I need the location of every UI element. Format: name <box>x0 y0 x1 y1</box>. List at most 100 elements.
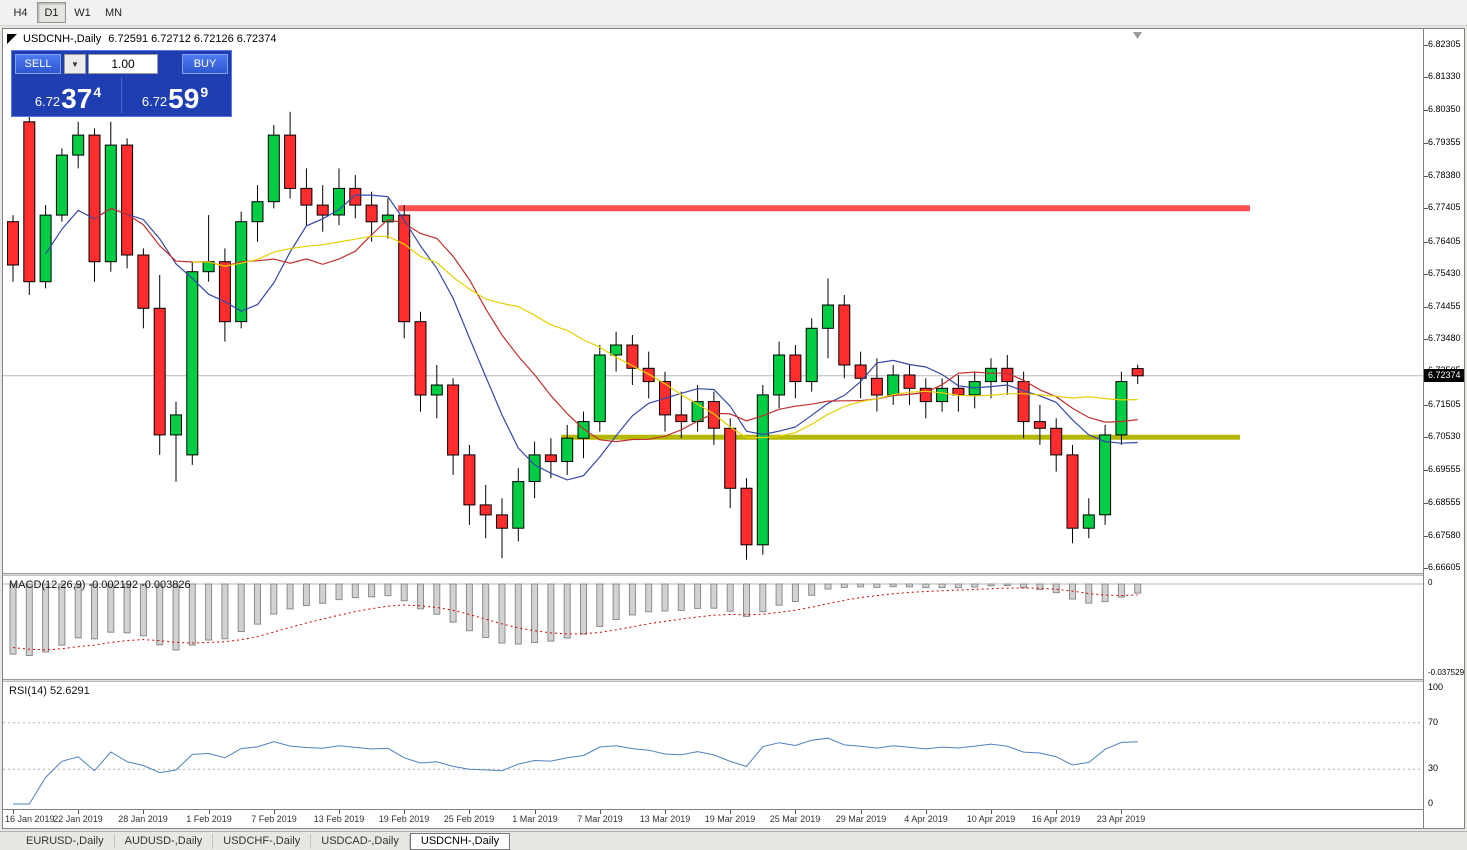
pane-separator[interactable] <box>3 573 1464 576</box>
price-scale-tick <box>1424 176 1428 177</box>
price-scale-label: 6.78380 <box>1428 170 1461 180</box>
chart-ohlc-values: 6.72591 6.72712 6.72126 6.72374 <box>108 33 277 45</box>
date-tick <box>404 810 405 814</box>
timeframe-button-w1[interactable]: W1 <box>74 6 91 19</box>
buy-button[interactable]: BUY <box>182 54 228 74</box>
price-scale-tick <box>1424 437 1428 438</box>
date-tick <box>665 810 666 814</box>
date-label: 23 Apr 2019 <box>1096 814 1146 824</box>
price-scale-label: 6.73480 <box>1428 333 1461 343</box>
rsi-indicator <box>3 682 1423 814</box>
date-label: 19 Mar 2019 <box>704 814 756 824</box>
sell-button[interactable]: SELL <box>15 54 61 74</box>
one-click-trading-panel: SELL ▼ BUY 6.72 37 4 6.72 59 9 <box>11 50 232 117</box>
price-scale[interactable]: 6.72374 6.82305 6.81330 6.80350 6.79355 6.78… <box>1423 29 1464 828</box>
price-scale-label: 6.79355 <box>1428 137 1461 147</box>
date-label: 10 Apr 2019 <box>966 814 1016 824</box>
candlestick-chart[interactable] <box>3 29 1423 578</box>
pane-separator[interactable] <box>3 679 1464 682</box>
price-scale-label: 6.75430 <box>1428 268 1461 278</box>
macd-scale-label: 0 <box>1428 578 1433 587</box>
price-scale-label: 6.76405 <box>1428 236 1461 246</box>
timeframe-button-h4[interactable]: H4 <box>13 6 28 19</box>
date-tick <box>1056 810 1057 814</box>
chart-tab-audusd[interactable]: AUDUSD-,Daily <box>115 833 214 849</box>
macd-label: MACD(12,26,9) -0.002192 -0.003826 <box>9 579 191 591</box>
rsi-label: RSI(14) 52.6291 <box>9 685 90 697</box>
price-scale-tick <box>1424 143 1428 144</box>
timeframe-toolbar: H4 D1 W1 MN <box>0 0 1467 26</box>
price-scale-tick <box>1424 77 1428 78</box>
timeframe-button-d1[interactable]: D1 <box>37 2 66 23</box>
rsi-scale-label: 100 <box>1428 682 1444 692</box>
price-scale-tick <box>1424 405 1428 406</box>
price-scale-label: 6.71505 <box>1428 399 1461 409</box>
date-tick <box>795 810 796 814</box>
macd-indicator <box>3 576 1423 684</box>
date-label: 7 Mar 2019 <box>577 814 623 824</box>
price-scale-label: 6.81330 <box>1428 71 1461 81</box>
chart-tab-eurusd[interactable]: EURUSD-,Daily <box>16 833 115 849</box>
price-scale-tick <box>1424 503 1428 504</box>
date-tick <box>78 810 79 814</box>
price-scale-tick <box>1424 242 1428 243</box>
date-tick <box>535 810 536 814</box>
price-scale-tick <box>1424 110 1428 111</box>
buy-price-display[interactable]: 6.72 59 9 <box>121 77 228 113</box>
main-chart-pane[interactable]: USDCNH-,Daily 6.72591 6.72712 6.72126 6.… <box>3 29 1423 573</box>
date-tick <box>469 810 470 814</box>
date-tick <box>143 810 144 814</box>
chart-tab-usdcnh[interactable]: USDCNH-,Daily <box>409 832 511 850</box>
timeframe-button-mn[interactable]: MN <box>104 6 123 19</box>
date-tick <box>274 810 275 814</box>
date-label: 13 Feb 2019 <box>313 814 365 824</box>
chart-window: USDCNH-,Daily 6.72591 6.72712 6.72126 6.… <box>2 28 1465 829</box>
sell-price-pipette: 4 <box>93 84 102 100</box>
price-scale-label: 6.77405 <box>1428 202 1461 212</box>
chart-tab-usdcad[interactable]: USDCAD-,Daily <box>311 833 410 849</box>
price-scale-tick <box>1424 45 1428 46</box>
date-tick <box>730 810 731 814</box>
price-scale-tick <box>1424 536 1428 537</box>
date-label: 19 Feb 2019 <box>378 814 430 824</box>
timeframe-button-group: H4 D1 W1 MN <box>6 2 130 23</box>
price-scale-label: 6.66605 <box>1428 562 1461 572</box>
buy-price-pipette: 9 <box>200 84 209 100</box>
macd-indicator-pane[interactable]: MACD(12,26,9) -0.002192 -0.003826 <box>3 576 1423 679</box>
volume-input[interactable] <box>88 54 158 74</box>
date-label: 25 Mar 2019 <box>769 814 821 824</box>
date-label: 1 Feb 2019 <box>186 814 232 824</box>
sell-price-display[interactable]: 6.72 37 4 <box>15 77 121 113</box>
rsi-scale-label: 70 <box>1428 717 1439 727</box>
current-price-badge: 6.72374 <box>1424 369 1464 382</box>
date-label: 28 Jan 2019 <box>118 814 168 824</box>
macd-scale-label: -0.037529 <box>1428 668 1465 677</box>
price-scale-tick <box>1424 470 1428 471</box>
date-axis[interactable]: 16 Jan 2019 22 Jan 2019 28 Jan 2019 1 Feb 2… <box>3 809 1423 829</box>
date-label: 25 Feb 2019 <box>443 814 495 824</box>
date-label: 13 Mar 2019 <box>639 814 691 824</box>
price-scale-label: 6.74455 <box>1428 301 1461 311</box>
one-click-trading-toggle-icon[interactable] <box>7 34 17 44</box>
price-scale-tick <box>1424 274 1428 275</box>
rsi-indicator-pane[interactable]: RSI(14) 52.6291 <box>3 682 1423 809</box>
sell-price-base: 6.72 <box>34 94 61 109</box>
sell-price-pips: 37 <box>61 83 93 114</box>
buy-price-pips: 59 <box>168 83 200 114</box>
chart-tab-usdchf[interactable]: USDCHF-,Daily <box>213 833 312 849</box>
date-tick <box>926 810 927 814</box>
price-scale-label: 6.67580 <box>1428 530 1461 540</box>
price-scale-tick <box>1424 568 1428 569</box>
rsi-scale-label: 30 <box>1428 763 1439 773</box>
date-tick <box>1121 810 1122 814</box>
date-tick <box>991 810 992 814</box>
date-label: 4 Apr 2019 <box>904 814 948 824</box>
volume-dropdown-button[interactable]: ▼ <box>64 54 86 74</box>
price-scale-tick <box>1424 307 1428 308</box>
price-scale-tick <box>1424 208 1428 209</box>
date-label: 29 Mar 2019 <box>835 814 887 824</box>
date-tick <box>861 810 862 814</box>
chart-title: USDCNH-,Daily 6.72591 6.72712 6.72126 6.… <box>23 33 277 45</box>
date-tick <box>339 810 340 814</box>
price-scale-label: 6.82305 <box>1428 39 1461 49</box>
